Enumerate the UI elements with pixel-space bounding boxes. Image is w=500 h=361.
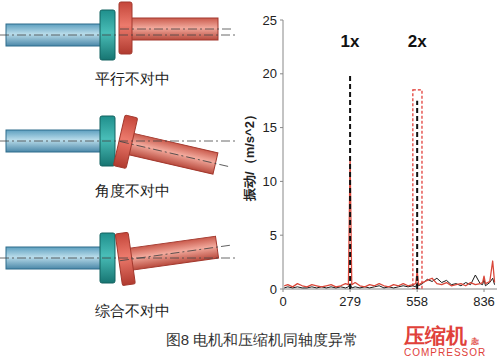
harmonic-label: 2x — [408, 32, 427, 51]
watermark-title: 压缩机 — [403, 324, 467, 347]
centerline — [0, 35, 236, 36]
y-tick-label: 0 — [270, 282, 277, 297]
diagram-label: 平行不对中 — [95, 70, 170, 87]
y-tick — [280, 73, 283, 74]
centerline — [0, 258, 236, 259]
spectrum-line — [284, 157, 494, 287]
centerline — [120, 29, 232, 30]
caption: 图8 电机和压缩机同轴度异常 — [166, 331, 359, 348]
compressor-flange — [119, 2, 132, 54]
y-tick-label: 25 — [263, 13, 277, 28]
y-tick-label: 15 — [263, 120, 277, 135]
y-tick-label: 20 — [263, 66, 277, 81]
harmonic-marker — [349, 74, 351, 289]
x-axis — [283, 289, 497, 290]
y-tick — [280, 235, 283, 236]
x-tick-label: 836 — [473, 294, 495, 309]
watermark-side: 杂志 — [471, 337, 479, 346]
compressor-part — [119, 2, 232, 54]
y-tick — [280, 20, 283, 21]
compressor-part — [115, 218, 234, 285]
harmonic-label: 1x — [341, 32, 360, 51]
x-tick — [350, 289, 351, 292]
x-tick — [484, 289, 485, 292]
highlight-box — [413, 90, 422, 289]
y-tick — [280, 127, 283, 128]
centerline — [120, 141, 229, 166]
coupling-diagram: 平行不对中 — [0, 2, 236, 87]
centerline — [0, 141, 236, 142]
y-axis-label: 振动/（m/s^2） — [242, 108, 257, 202]
background — [0, 0, 500, 361]
x-tick — [283, 289, 284, 292]
y-tick — [280, 181, 283, 182]
x-tick — [417, 289, 418, 292]
y-axis — [283, 20, 284, 289]
plot-area — [284, 74, 494, 289]
watermark-subtitle: COMPRESSOR — [404, 347, 486, 358]
y-tick-label: 10 — [263, 174, 277, 189]
y-tick-label: 5 — [270, 228, 277, 243]
compressor-part — [113, 115, 235, 191]
diagram-label: 角度不对中 — [95, 182, 170, 199]
compressor-flange — [113, 115, 137, 169]
coupling-diagram: 角度不对中 — [0, 115, 236, 199]
x-tick-label: 279 — [339, 294, 361, 309]
harmonic-marker — [416, 101, 418, 289]
coupling-diagram: 综合不对中 — [0, 218, 236, 319]
chart: 0 5 10 15 20 25 0 279 558 836 振动/（m/s^2） 1x 2x — [242, 13, 497, 310]
x-tick-label: 0 — [279, 294, 286, 309]
diagram-label: 综合不对中 — [95, 302, 170, 319]
figure: 平行不对中角度不对中综合不对中 0 5 10 15 20 25 0 279 558 836 振动/（m… — [0, 0, 500, 361]
x-tick-label: 558 — [406, 294, 428, 309]
